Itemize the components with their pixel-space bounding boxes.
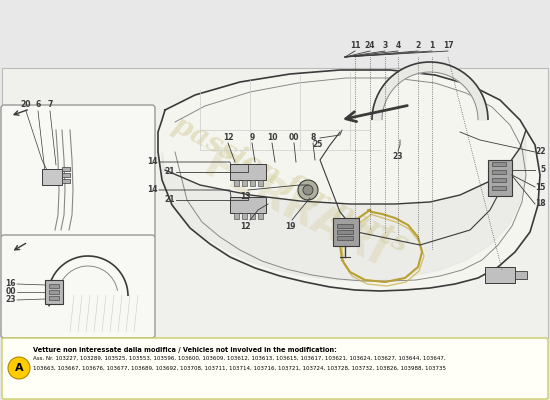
Text: 24: 24 bbox=[365, 41, 375, 50]
Bar bbox=[492, 170, 506, 174]
Text: 00: 00 bbox=[289, 133, 299, 142]
Bar bbox=[2, 68, 548, 338]
Text: 12: 12 bbox=[223, 133, 233, 142]
Bar bbox=[258, 180, 263, 186]
Text: 10: 10 bbox=[267, 133, 277, 142]
FancyBboxPatch shape bbox=[2, 338, 548, 399]
Bar bbox=[250, 180, 255, 186]
Text: 13: 13 bbox=[240, 192, 250, 201]
Text: 9: 9 bbox=[249, 133, 255, 142]
Bar bbox=[492, 186, 506, 190]
Bar bbox=[234, 213, 239, 219]
Bar bbox=[337, 230, 353, 234]
Text: 20: 20 bbox=[21, 100, 31, 109]
Bar bbox=[492, 162, 506, 166]
Text: A: A bbox=[15, 363, 23, 373]
Bar bbox=[49, 296, 59, 300]
Bar bbox=[62, 167, 70, 171]
Text: 3: 3 bbox=[382, 41, 388, 50]
FancyBboxPatch shape bbox=[1, 105, 155, 238]
Bar bbox=[337, 224, 353, 228]
Text: 15: 15 bbox=[536, 182, 546, 192]
Bar bbox=[492, 178, 506, 182]
Bar bbox=[242, 213, 247, 219]
Bar bbox=[49, 290, 59, 294]
Bar bbox=[515, 271, 527, 279]
Bar bbox=[485, 267, 515, 283]
Bar bbox=[234, 180, 239, 186]
Text: 103663, 103667, 103676, 103677, 103689, 103692, 103708, 103711, 103714, 103716, : 103663, 103667, 103676, 103677, 103689, … bbox=[33, 366, 446, 371]
Circle shape bbox=[303, 185, 313, 195]
Text: 23: 23 bbox=[6, 296, 16, 304]
Bar bbox=[242, 180, 247, 186]
Bar bbox=[42, 169, 62, 185]
Text: 11: 11 bbox=[350, 41, 360, 50]
Bar bbox=[333, 218, 359, 246]
Text: 22: 22 bbox=[536, 148, 546, 156]
Bar bbox=[62, 179, 70, 183]
Bar bbox=[258, 213, 263, 219]
Polygon shape bbox=[372, 62, 488, 120]
Text: 17: 17 bbox=[443, 41, 453, 50]
Text: 25: 25 bbox=[313, 140, 323, 149]
Bar bbox=[230, 164, 266, 180]
Bar bbox=[488, 160, 512, 196]
Text: 7: 7 bbox=[47, 100, 53, 109]
Text: 12: 12 bbox=[240, 222, 250, 231]
Bar bbox=[230, 197, 266, 213]
Circle shape bbox=[298, 180, 318, 200]
Text: 1: 1 bbox=[430, 41, 434, 50]
Text: 6: 6 bbox=[35, 100, 41, 109]
Polygon shape bbox=[158, 70, 540, 291]
Text: 19: 19 bbox=[285, 222, 295, 231]
Text: 23: 23 bbox=[393, 152, 403, 161]
Text: 21: 21 bbox=[164, 196, 175, 204]
Text: 18: 18 bbox=[535, 200, 546, 208]
Circle shape bbox=[8, 357, 30, 379]
Text: 2: 2 bbox=[415, 41, 421, 50]
Polygon shape bbox=[162, 130, 526, 281]
Text: 16: 16 bbox=[6, 280, 16, 288]
Bar bbox=[250, 213, 255, 219]
Text: 00: 00 bbox=[6, 288, 16, 296]
Text: 4: 4 bbox=[395, 41, 400, 50]
Text: 14: 14 bbox=[147, 158, 158, 166]
Bar bbox=[337, 236, 353, 240]
Text: 21: 21 bbox=[164, 168, 175, 176]
Text: 8: 8 bbox=[310, 133, 316, 142]
Text: Ass. Nr. 103227, 103289, 103525, 103553, 103596, 103600, 103609, 103612, 103613,: Ass. Nr. 103227, 103289, 103525, 103553,… bbox=[33, 356, 446, 361]
Bar bbox=[45, 280, 63, 304]
Text: 5: 5 bbox=[541, 166, 546, 174]
Bar bbox=[62, 173, 70, 177]
Text: FERRARI: FERRARI bbox=[196, 144, 394, 276]
Text: Vetture non interessate dalla modifica / Vehicles not involved in the modificati: Vetture non interessate dalla modifica /… bbox=[33, 347, 337, 353]
Text: passion for parts: passion for parts bbox=[168, 112, 412, 258]
Bar bbox=[49, 284, 59, 288]
FancyBboxPatch shape bbox=[1, 235, 155, 338]
Text: 14: 14 bbox=[147, 186, 158, 194]
